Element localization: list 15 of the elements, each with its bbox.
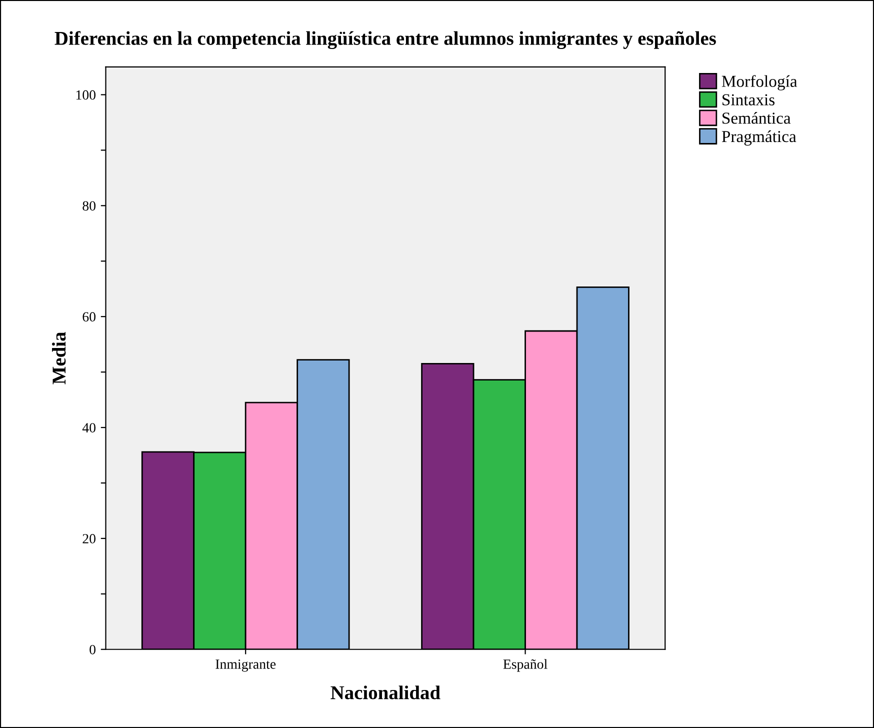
y-tick-label: 20 — [82, 534, 96, 544]
y-tick-label: 100 — [76, 90, 96, 100]
x-axis-title: Nacionalidad — [330, 686, 440, 700]
x-tick-label: Inmigrante — [216, 660, 276, 672]
y-tick-label: 80 — [82, 201, 96, 211]
y-tick-label: 60 — [82, 312, 96, 322]
x-tick-label: Español — [503, 659, 548, 672]
legend-label: Semántica — [722, 112, 791, 124]
y-tick-label: 40 — [82, 423, 96, 432]
legend-label: Morfología — [722, 75, 798, 90]
chart-title: Diferencias en la competencia lingüística entre alumnos inmigrantes y españoles — [54, 31, 716, 50]
legend-label: Sintaxis — [722, 94, 775, 106]
legend-label: Pragmática — [722, 130, 796, 146]
y-axis-title: Media — [52, 332, 66, 384]
y-tick-label: 0 — [90, 644, 96, 654]
